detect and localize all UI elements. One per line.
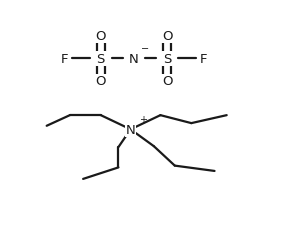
Text: O: O — [162, 75, 172, 88]
Text: S: S — [163, 53, 171, 66]
Text: O: O — [95, 30, 106, 43]
Text: F: F — [61, 53, 68, 66]
Text: −: − — [141, 44, 149, 54]
Text: N: N — [126, 123, 135, 136]
Text: O: O — [162, 30, 172, 43]
Text: F: F — [200, 53, 207, 66]
Text: +: + — [139, 114, 147, 124]
Text: S: S — [97, 53, 105, 66]
Text: O: O — [95, 75, 106, 88]
Text: N: N — [129, 53, 139, 66]
